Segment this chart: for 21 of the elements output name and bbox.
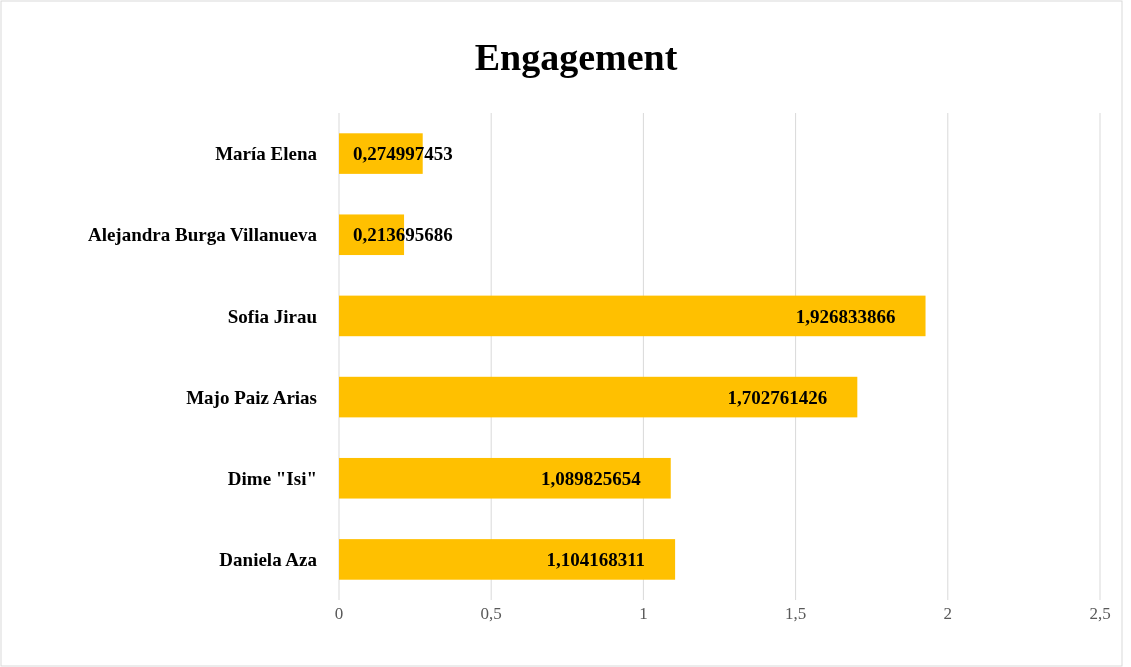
chart-title: Engagement [474, 36, 678, 78]
x-tick-label: 2 [943, 604, 953, 623]
bar [339, 539, 676, 580]
y-tick-label: Sofia Jirau [227, 305, 318, 327]
bar [339, 376, 858, 418]
y-tick-label: María Elena [215, 143, 318, 165]
y-tick-label: Alejandra Burga Villanueva [87, 224, 318, 246]
data-label: 1,926833866 [795, 305, 896, 327]
x-tick-label: 0,5 [480, 604, 502, 623]
x-tick-label: 1 [639, 604, 648, 623]
y-tick-label: Majo Paiz Arias [186, 386, 317, 408]
data-label: 1,104168311 [546, 549, 646, 571]
x-tick-label: 0 [334, 604, 344, 623]
bar [339, 457, 671, 499]
y-tick-label: Dime "Isi" [227, 467, 317, 489]
x-tick-label: 2,5 [1089, 604, 1111, 623]
data-label: 1,089825654 [540, 467, 642, 489]
data-label: 1,702761426 [727, 386, 828, 408]
y-tick-label: Daniela Aza [219, 549, 318, 571]
x-tick-label: 1,5 [784, 604, 807, 623]
bar [339, 295, 926, 337]
